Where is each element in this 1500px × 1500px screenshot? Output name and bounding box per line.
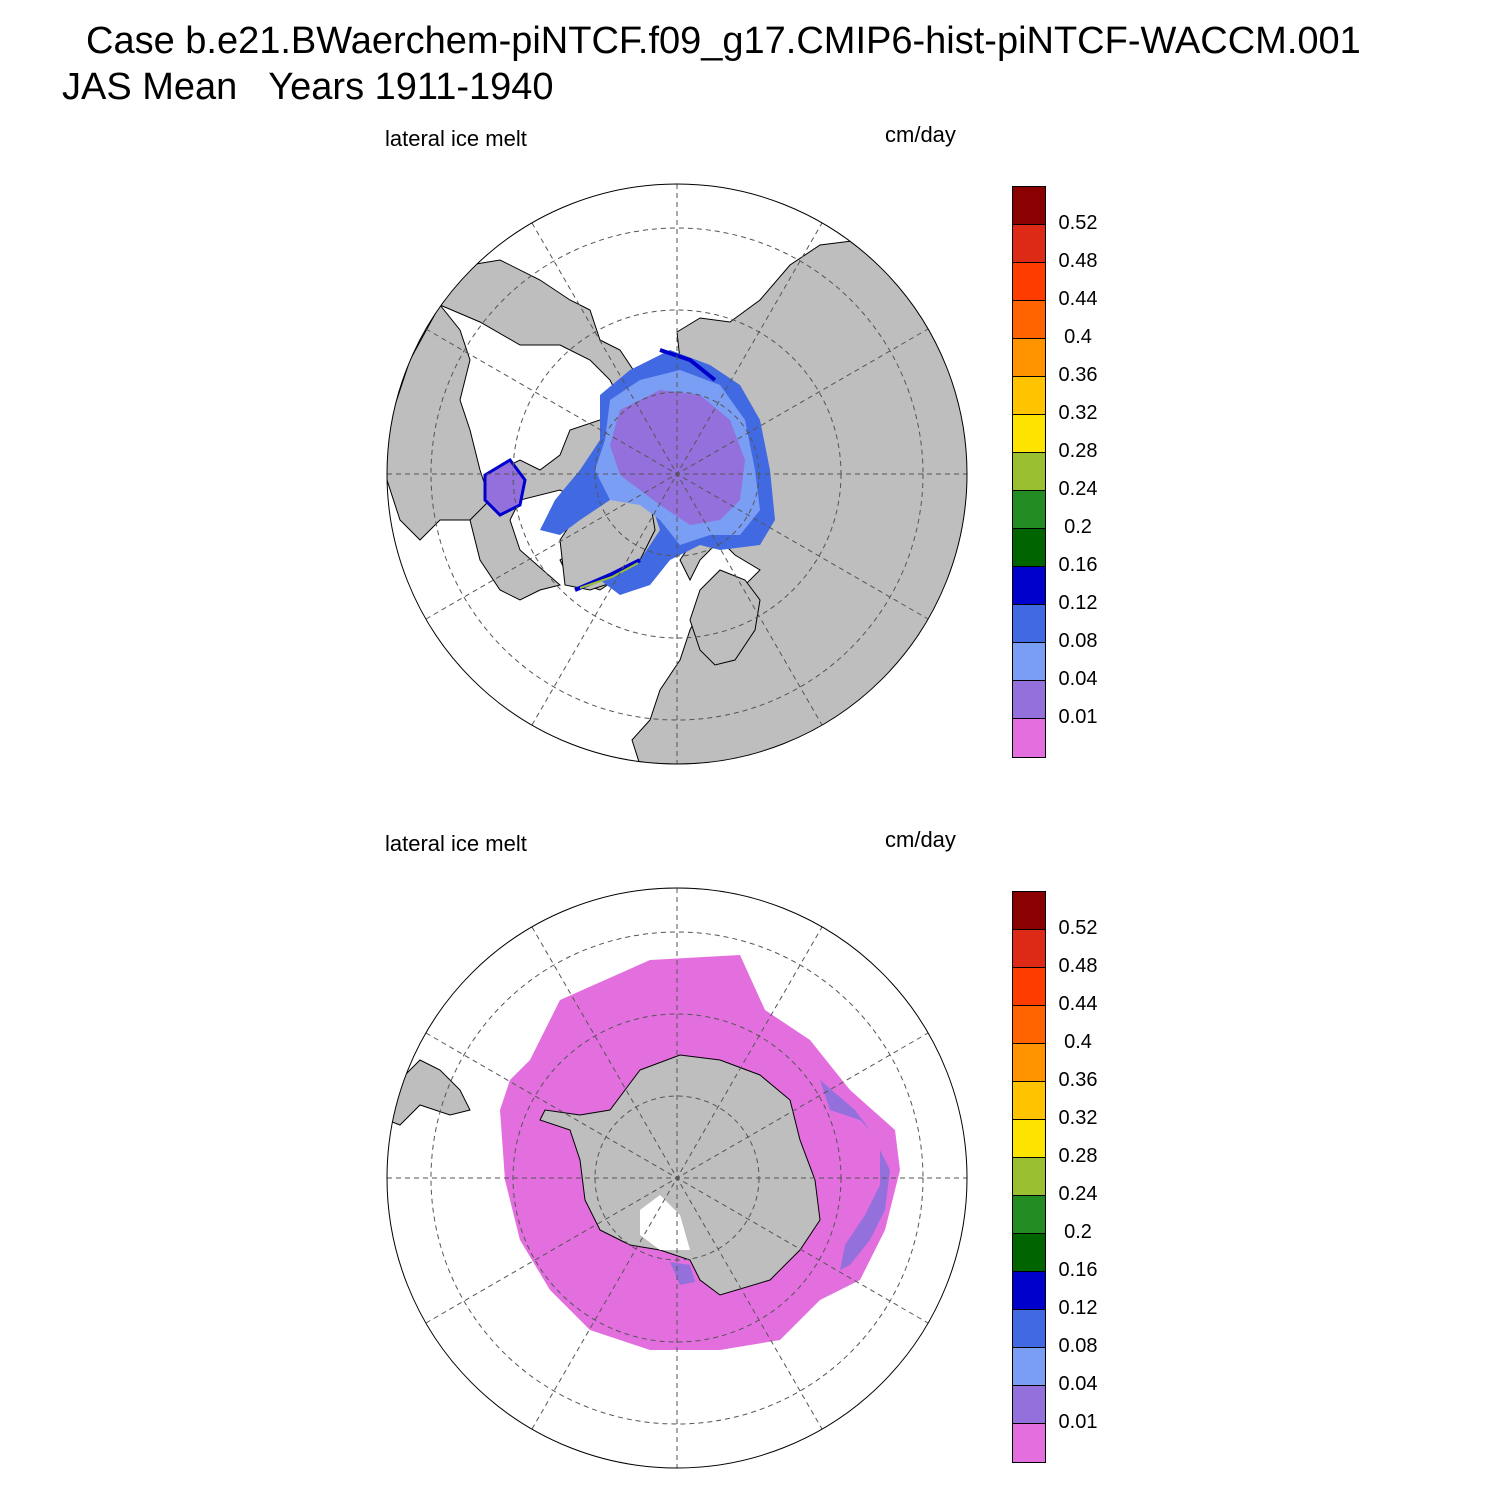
colorbar-swatch [1013,1386,1045,1424]
colorbar-tick-label: 0.4 [1064,1031,1092,1053]
south-map-border [386,887,968,1469]
colorbar-swatch [1013,377,1045,415]
south-panel-units-label: cm/day [885,827,956,852]
colorbar-tick-label: 0.52 [1058,917,1098,939]
antarctica-land [539,1054,821,1296]
colorbar-tick-label: 0.28 [1058,440,1098,462]
south-colorbar [1012,891,1046,1463]
colorbar-tick-label: 0.44 [1058,993,1098,1015]
colorbar-swatch [1013,453,1045,491]
south-polar-map [387,888,967,1468]
colorbar-swatch [1013,1424,1045,1462]
north-graticule [387,184,967,764]
north-america-west-land [387,304,491,541]
ross-shelf-gap [640,1195,690,1250]
colorbar-swatch [1013,339,1045,377]
colorbar-swatch [1013,529,1045,567]
colorbar-tick-label: 0.16 [1058,1259,1098,1281]
colorbar-tick-label: 0.01 [1058,706,1098,728]
colorbar-swatch [1013,491,1045,529]
north-colorbar [1012,186,1046,758]
colorbar-tick-label: 0.16 [1058,554,1098,576]
colorbar-tick-label: 0.12 [1058,592,1098,614]
colorbar-swatch [1013,1158,1045,1196]
colorbar-swatch [1013,1044,1045,1082]
colorbar-swatch [1013,681,1045,719]
barents-melt-edge-green [579,562,639,589]
north-panel-variable-label: lateral ice melt [385,126,527,151]
colorbar-swatch [1013,1196,1045,1234]
colorbar-swatch [1013,225,1045,263]
colorbar-swatch [1013,930,1045,968]
colorbar-swatch [1013,605,1045,643]
figure-title-case: Case b.e21.BWaerchem-piNTCF.f09_g17.CMIP… [86,20,1361,62]
colorbar-tick-label: 0.2 [1064,1221,1092,1243]
colorbar-swatch [1013,301,1045,339]
colorbar-swatch [1013,1082,1045,1120]
south-america-tip-land [387,1059,471,1126]
colorbar-swatch [1013,1120,1045,1158]
colorbar-tick-label: 0.28 [1058,1145,1098,1167]
weddell-east-melt [820,1080,870,1130]
figure-title-period: JAS Mean Years 1911-1940 [62,66,554,108]
scandinavia-land [689,569,761,666]
ross-sea-melt [670,1262,695,1285]
colorbar-tick-label: 0.32 [1058,1107,1098,1129]
colorbar-swatch [1013,968,1045,1006]
colorbar-tick-label: 0.24 [1058,1183,1098,1205]
colorbar-swatch [1013,263,1045,301]
colorbar-tick-label: 0.01 [1058,1411,1098,1433]
colorbar-swatch [1013,1272,1045,1310]
north-map-border [386,183,968,765]
colorbar-swatch [1013,415,1045,453]
colorbar-tick-label: 0.12 [1058,1297,1098,1319]
east-antarctic-melt [840,1150,890,1270]
siberian-shelf-melt-edge [659,348,717,382]
colorbar-tick-label: 0.36 [1058,1069,1098,1091]
colorbar-tick-label: 0.24 [1058,478,1098,500]
south-graticule [387,888,967,1468]
colorbar-swatch [1013,643,1045,681]
colorbar-tick-label: 0.2 [1064,516,1092,538]
colorbar-tick-label: 0.48 [1058,250,1098,272]
colorbar-swatch [1013,187,1045,225]
colorbar-tick-label: 0.48 [1058,955,1098,977]
colorbar-tick-label: 0.44 [1058,288,1098,310]
colorbar-swatch [1013,892,1045,930]
south-panel-variable-label: lateral ice melt [385,831,527,856]
colorbar-tick-label: 0.04 [1058,1373,1098,1395]
colorbar-tick-label: 0.52 [1058,212,1098,234]
colorbar-tick-label: 0.08 [1058,630,1098,652]
colorbar-swatch [1013,567,1045,605]
colorbar-swatch [1013,1234,1045,1272]
north-polar-map [387,184,967,764]
colorbar-tick-label: 0.4 [1064,326,1092,348]
north-panel-units-label: cm/day [885,122,956,147]
colorbar-swatch [1013,1348,1045,1386]
colorbar-tick-label: 0.08 [1058,1335,1098,1357]
colorbar-swatch [1013,719,1045,757]
colorbar-tick-label: 0.04 [1058,668,1098,690]
colorbar-swatch [1013,1310,1045,1348]
colorbar-tick-label: 0.32 [1058,402,1098,424]
colorbar-swatch [1013,1006,1045,1044]
colorbar-tick-label: 0.36 [1058,364,1098,386]
